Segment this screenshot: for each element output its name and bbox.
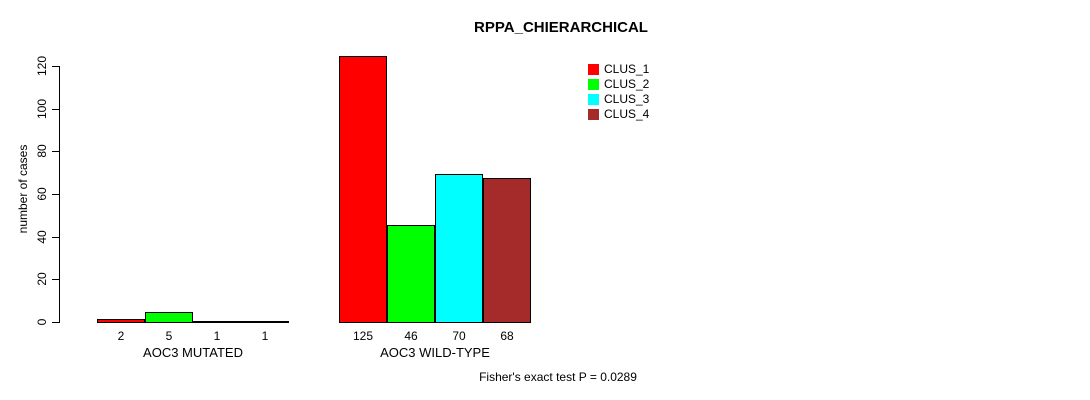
legend-item-clus_2: CLUS_2 — [588, 77, 649, 92]
bar-clus_3-mutated — [193, 321, 241, 323]
y-axis-line — [59, 66, 60, 323]
legend-swatch-clus_1 — [588, 64, 599, 75]
legend-label: CLUS_4 — [604, 107, 650, 121]
legend-label: CLUS_2 — [604, 77, 650, 91]
legend-swatch-clus_2 — [588, 79, 599, 90]
bar-clus_2-wildtype — [387, 225, 435, 323]
bar-clus_2-mutated — [145, 312, 193, 323]
bar-value-label: 1 — [261, 329, 269, 343]
bar-clus_3-wildtype — [435, 174, 483, 323]
legend-label: CLUS_3 — [604, 92, 650, 106]
y-tick-mark — [52, 237, 59, 238]
bar-value-label: 68 — [500, 329, 514, 343]
legend-item-clus_4: CLUS_4 — [588, 107, 649, 122]
y-tick-label: 20 — [35, 272, 49, 286]
bar-value-label: 70 — [452, 329, 466, 343]
bar-value-label: 1 — [213, 329, 221, 343]
y-tick-label: 40 — [35, 230, 49, 244]
bar-value-label: 125 — [352, 329, 374, 343]
group-label: AOC3 WILD-TYPE — [380, 345, 490, 360]
y-tick-mark — [52, 322, 59, 323]
y-tick-mark — [52, 109, 59, 110]
y-tick-label: 60 — [35, 187, 49, 201]
group-label: AOC3 MUTATED — [143, 345, 243, 360]
y-tick-label: 80 — [35, 144, 49, 158]
y-tick-mark — [52, 66, 59, 67]
legend-swatch-clus_3 — [588, 94, 599, 105]
legend: CLUS_1 CLUS_2 CLUS_3 CLUS_4 — [588, 62, 649, 122]
y-tick-label: 100 — [35, 98, 49, 120]
y-tick-mark — [52, 279, 59, 280]
legend-item-clus_1: CLUS_1 — [588, 62, 649, 77]
legend-swatch-clus_4 — [588, 109, 599, 120]
legend-label: CLUS_1 — [604, 62, 650, 76]
y-tick-mark — [52, 151, 59, 152]
bar-clus_4-mutated — [241, 321, 289, 323]
y-axis-label: number of cases — [16, 144, 30, 234]
bar-value-label: 2 — [117, 329, 125, 343]
annotation-fishers-test: Fisher's exact test P = 0.0289 — [479, 370, 637, 384]
bar-value-label: 5 — [165, 329, 173, 343]
legend-item-clus_3: CLUS_3 — [588, 92, 649, 107]
bar-clus_1-mutated — [97, 319, 145, 323]
y-tick-label: 120 — [35, 55, 49, 77]
bar-clus_1-wildtype — [339, 56, 387, 323]
y-tick-label: 0 — [35, 318, 49, 326]
bar-value-label: 46 — [404, 329, 418, 343]
bar-clus_4-wildtype — [483, 178, 531, 323]
chart-title: RPPA_CHIERARCHICAL — [474, 19, 648, 36]
y-tick-mark — [52, 194, 59, 195]
